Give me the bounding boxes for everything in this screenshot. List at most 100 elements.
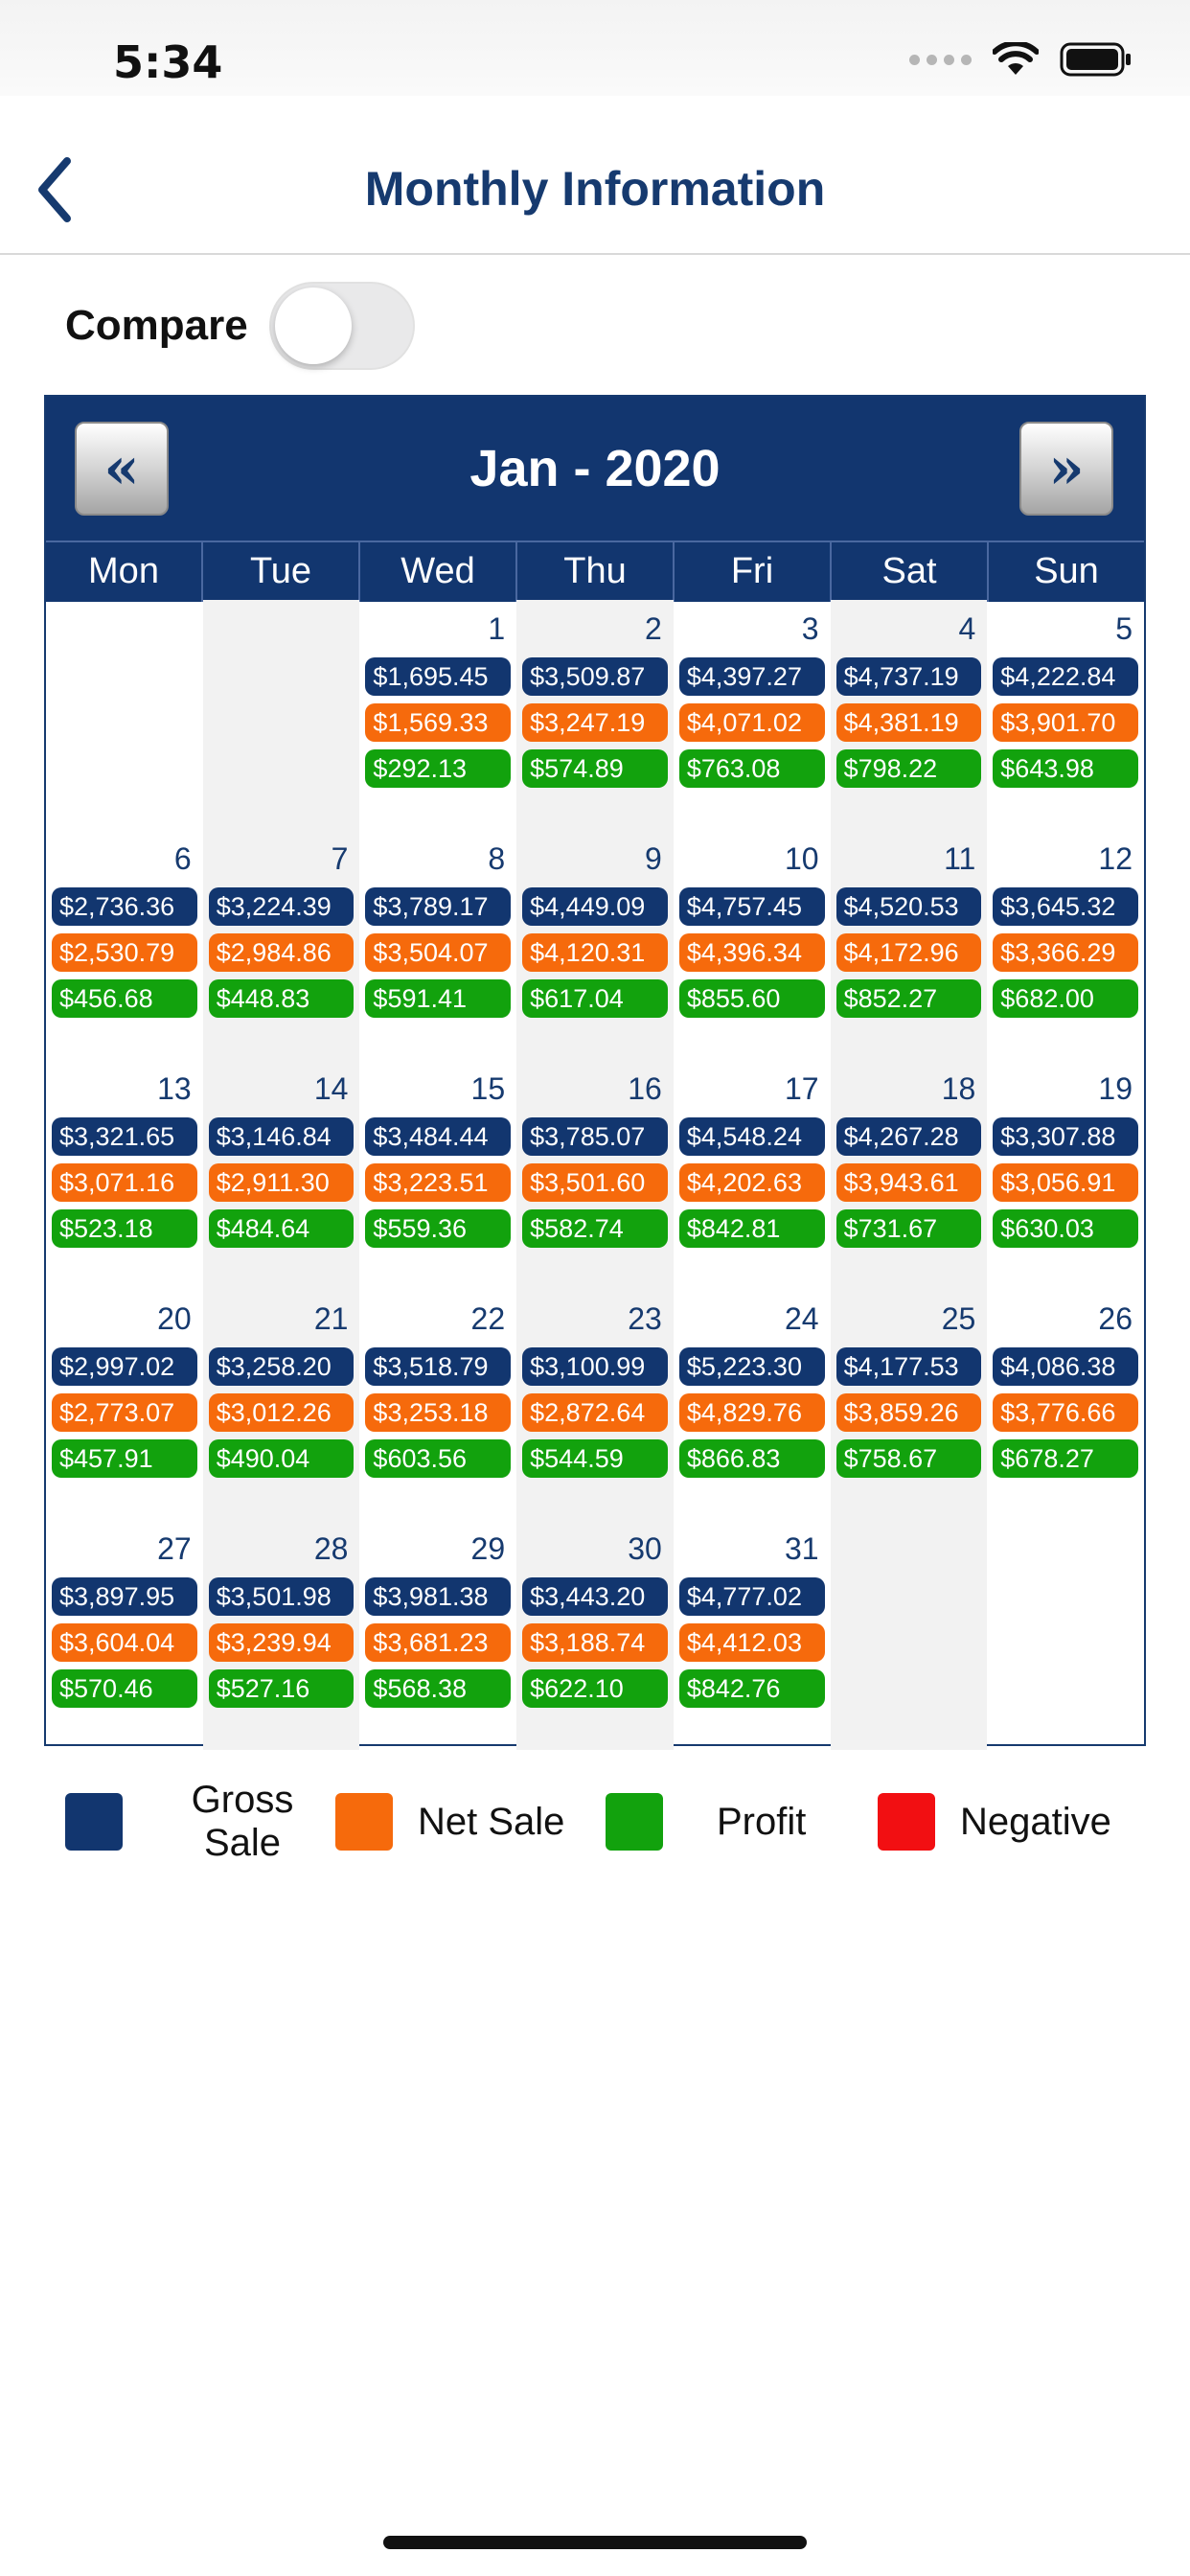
calendar-day-cell[interactable]: 28 $3,501.98 $3,239.94 $527.16 — [202, 1520, 360, 1750]
day-number: 8 — [488, 841, 506, 876]
profit-value: $292.13 — [365, 749, 512, 788]
profit-value: $731.67 — [835, 1209, 982, 1248]
legend-swatch-negative — [878, 1793, 935, 1851]
gross-sale-value: $4,267.28 — [835, 1117, 982, 1156]
calendar-day-cell[interactable]: 25 $4,177.53 $3,859.26 $758.67 — [830, 1290, 988, 1520]
net-sale-value: $4,202.63 — [678, 1163, 825, 1202]
legend-label-gross-sale: Gross Sale — [191, 1779, 294, 1864]
day-number: 3 — [801, 611, 819, 646]
net-sale-value: $3,901.70 — [993, 703, 1138, 742]
calendar-day-cell[interactable]: 8 $3,789.17 $3,504.07 $591.41 — [359, 830, 516, 1060]
profit-value: $842.76 — [678, 1669, 825, 1708]
net-sale-value: $3,239.94 — [208, 1623, 355, 1662]
gross-sale-value: $3,518.79 — [365, 1347, 512, 1386]
day-number: 21 — [313, 1301, 349, 1336]
calendar-day-cell[interactable]: 11 $4,520.53 $4,172.96 $852.27 — [830, 830, 988, 1060]
gross-sale-value: $4,548.24 — [678, 1117, 825, 1156]
net-sale-value: $4,396.34 — [678, 933, 825, 972]
calendar-day-cell[interactable]: 16 $3,785.07 $3,501.60 $582.74 — [516, 1060, 674, 1290]
calendar-day-cell[interactable]: 13 $3,321.65 $3,071.16 $523.18 — [46, 1060, 203, 1290]
gross-sale-value: $4,449.09 — [522, 887, 668, 926]
calendar-day-cell[interactable]: 4 $4,737.19 $4,381.19 $798.22 — [830, 600, 988, 830]
profit-value: $855.60 — [678, 979, 825, 1018]
weekday-wed: Wed — [358, 542, 515, 602]
calendar-day-cell[interactable]: 19 $3,307.88 $3,056.91 $630.03 — [987, 1060, 1144, 1290]
profit-value: $682.00 — [993, 979, 1138, 1018]
calendar-day-cell[interactable]: 24 $5,223.30 $4,829.76 $866.83 — [674, 1290, 831, 1520]
calendar-day-cell[interactable]: 9 $4,449.09 $4,120.31 $617.04 — [516, 830, 674, 1060]
day-number: 28 — [313, 1531, 349, 1566]
month-title: Jan - 2020 — [469, 440, 721, 497]
calendar-day-cell[interactable]: 2 $3,509.87 $3,247.19 $574.89 — [516, 600, 674, 830]
calendar-day-cell[interactable]: 1 $1,695.45 $1,569.33 $292.13 — [359, 600, 516, 830]
gross-sale-value: $4,777.02 — [678, 1577, 825, 1616]
net-sale-value: $3,366.29 — [993, 933, 1138, 972]
previous-month-button[interactable]: « — [75, 422, 169, 516]
toggle-knob — [274, 288, 352, 364]
calendar-day-cell[interactable]: 27 $3,897.95 $3,604.04 $570.46 — [46, 1520, 203, 1750]
legend-item-net-sale: Net Sale — [335, 1769, 564, 1874]
gross-sale-value: $3,307.88 — [993, 1117, 1138, 1156]
calendar-day-cell[interactable]: 17 $4,548.24 $4,202.63 $842.81 — [674, 1060, 831, 1290]
calendar-day-cell[interactable]: 10 $4,757.45 $4,396.34 $855.60 — [674, 830, 831, 1060]
profit-value: $544.59 — [522, 1439, 668, 1478]
calendar-day-cell[interactable]: 26 $4,086.38 $3,776.66 $678.27 — [987, 1290, 1144, 1520]
calendar-day-cell[interactable]: 3 $4,397.27 $4,071.02 $763.08 — [674, 600, 831, 830]
legend-item-gross-sale: Gross Sale — [65, 1769, 333, 1874]
compare-label: Compare — [65, 302, 248, 349]
net-sale-value: $2,530.79 — [52, 933, 197, 972]
legend-item-profit: Profit — [606, 1769, 806, 1874]
legend-label-profit: Profit — [717, 1800, 807, 1843]
next-month-button[interactable]: » — [1019, 422, 1113, 516]
calendar-day-cell[interactable]: 5 $4,222.84 $3,901.70 $643.98 — [987, 600, 1144, 830]
calendar-day-cell[interactable]: 12 $3,645.32 $3,366.29 $682.00 — [987, 830, 1144, 1060]
calendar-day-cell[interactable]: 22 $3,518.79 $3,253.18 $603.56 — [359, 1290, 516, 1520]
day-number: 17 — [784, 1071, 819, 1106]
profit-value: $763.08 — [678, 749, 825, 788]
calendar-day-cell[interactable]: 18 $4,267.28 $3,943.61 $731.67 — [830, 1060, 988, 1290]
calendar-day-cell[interactable]: 15 $3,484.44 $3,223.51 $559.36 — [359, 1060, 516, 1290]
net-sale-value: $2,773.07 — [52, 1393, 197, 1432]
compare-toggle[interactable] — [268, 282, 415, 370]
profit-value: $582.74 — [522, 1209, 668, 1248]
profit-value: $457.91 — [52, 1439, 197, 1478]
net-sale-value: $4,829.76 — [678, 1393, 825, 1432]
navigation-bar: Monthly Information — [0, 96, 1190, 255]
net-sale-value: $3,012.26 — [208, 1393, 355, 1432]
net-sale-value: $2,984.86 — [208, 933, 355, 972]
net-sale-value: $3,681.23 — [365, 1623, 512, 1662]
weekday-sun: Sun — [987, 542, 1144, 602]
calendar-day-cell[interactable]: 21 $3,258.20 $3,012.26 $490.04 — [202, 1290, 360, 1520]
calendar-day-cell[interactable]: 23 $3,100.99 $2,872.64 $544.59 — [516, 1290, 674, 1520]
net-sale-value: $2,911.30 — [208, 1163, 355, 1202]
calendar-day-grid: 1 $1,695.45 $1,569.33 $292.13 2 $3,509.87 $3,2… — [46, 600, 1144, 1750]
calendar-day-cell[interactable]: 20 $2,997.02 $2,773.07 $457.91 — [46, 1290, 203, 1520]
calendar-day-cell[interactable]: 14 $3,146.84 $2,911.30 $484.64 — [202, 1060, 360, 1290]
cellular-signal-icon — [909, 54, 972, 65]
day-number: 2 — [645, 611, 662, 646]
double-chevron-right-icon: » — [1048, 435, 1085, 502]
calendar-day-cell[interactable]: 7 $3,224.39 $2,984.86 $448.83 — [202, 830, 360, 1060]
gross-sale-value: $3,785.07 — [522, 1117, 668, 1156]
calendar-day-cell[interactable]: 6 $2,736.36 $2,530.79 $456.68 — [46, 830, 203, 1060]
profit-value: $603.56 — [365, 1439, 512, 1478]
day-number: 11 — [944, 841, 976, 876]
calendar-day-cell[interactable]: 30 $3,443.20 $3,188.74 $622.10 — [516, 1520, 674, 1750]
back-button[interactable] — [29, 151, 86, 228]
profit-value: $490.04 — [208, 1439, 355, 1478]
gross-sale-value: $4,520.53 — [835, 887, 982, 926]
day-number: 26 — [1098, 1301, 1133, 1336]
day-number: 7 — [331, 841, 349, 876]
day-number: 12 — [1098, 841, 1133, 876]
home-indicator[interactable] — [383, 2536, 807, 2549]
empty-day-cell — [987, 1520, 1144, 1750]
gross-sale-value: $4,737.19 — [835, 657, 982, 696]
gross-sale-value: $3,258.20 — [208, 1347, 355, 1386]
calendar-day-cell[interactable]: 29 $3,981.38 $3,681.23 $568.38 — [359, 1520, 516, 1750]
gross-sale-value: $3,100.99 — [522, 1347, 668, 1386]
day-number: 30 — [628, 1531, 662, 1566]
profit-value: $559.36 — [365, 1209, 512, 1248]
legend-swatch-net-sale — [335, 1793, 393, 1851]
gross-sale-value: $3,789.17 — [365, 887, 512, 926]
calendar-day-cell[interactable]: 31 $4,777.02 $4,412.03 $842.76 — [674, 1520, 831, 1750]
